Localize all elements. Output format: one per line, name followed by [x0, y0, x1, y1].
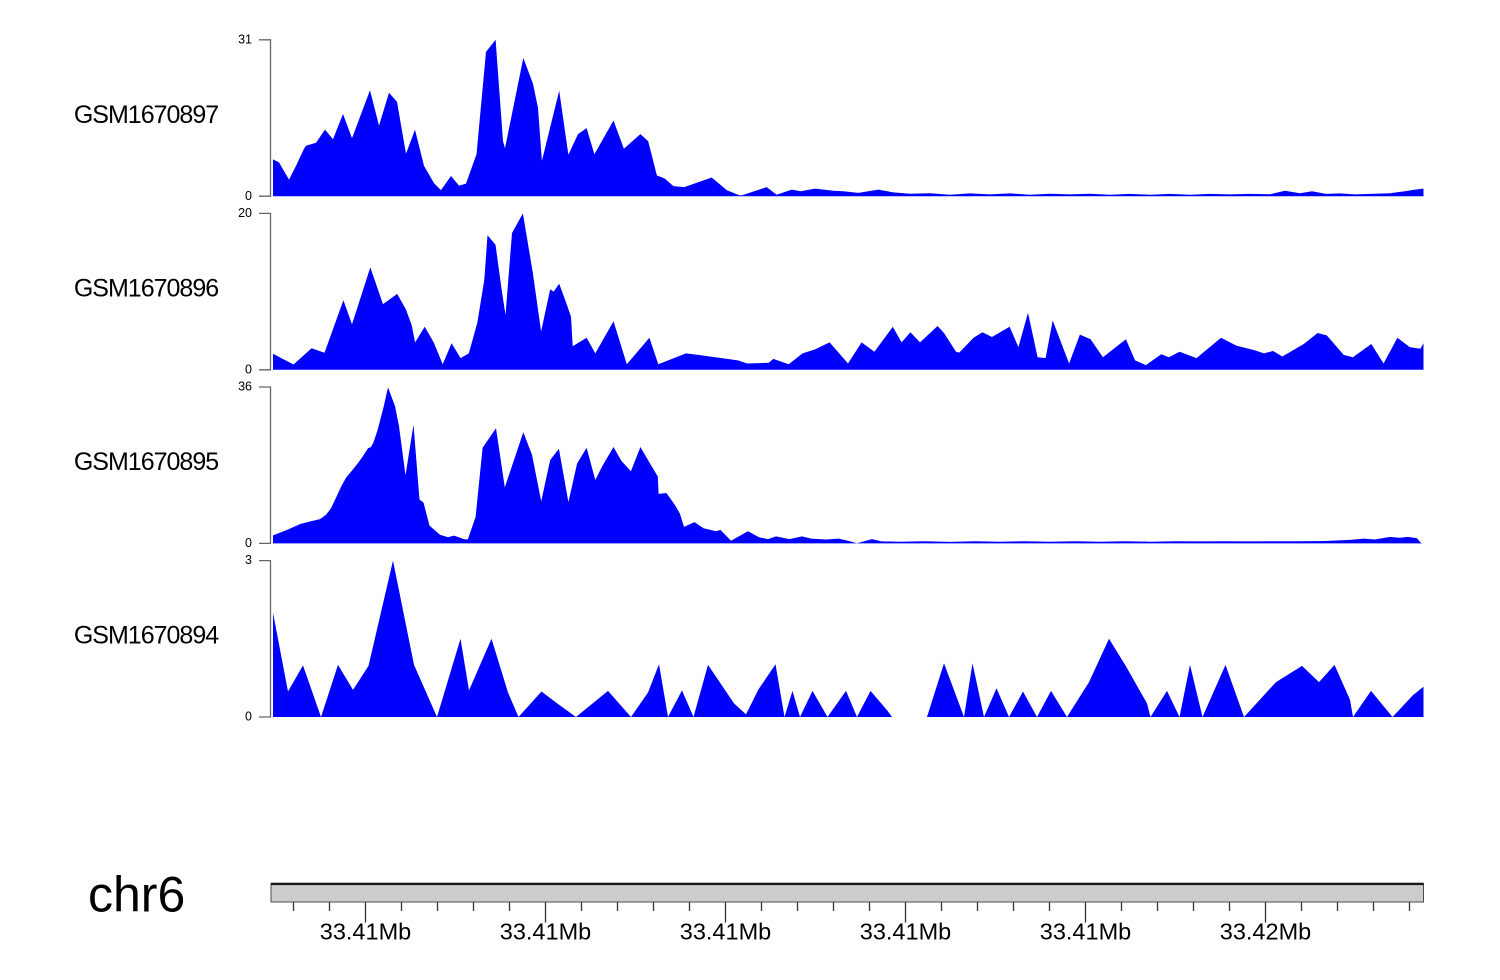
svg-text:0: 0	[245, 710, 252, 724]
svg-text:33.41Mb: 33.41Mb	[680, 919, 771, 945]
svg-text:33.41Mb: 33.41Mb	[500, 919, 591, 945]
svg-text:33.41Mb: 33.41Mb	[860, 919, 951, 945]
svg-text:33.42Mb: 33.42Mb	[1220, 919, 1311, 945]
svg-text:31: 31	[238, 32, 252, 46]
svg-text:20: 20	[238, 206, 252, 220]
svg-text:0: 0	[245, 189, 252, 203]
svg-text:36: 36	[238, 380, 252, 394]
svg-text:0: 0	[245, 362, 252, 376]
svg-text:GSM1670894: GSM1670894	[74, 622, 219, 650]
svg-text:GSM1670896: GSM1670896	[74, 274, 218, 302]
svg-text:0: 0	[245, 536, 252, 550]
svg-text:33.41Mb: 33.41Mb	[1040, 919, 1131, 945]
svg-text:3: 3	[245, 553, 252, 567]
svg-text:chr6: chr6	[88, 867, 185, 923]
svg-text:GSM1670897: GSM1670897	[74, 101, 218, 129]
svg-text:GSM1670895: GSM1670895	[74, 448, 218, 476]
svg-text:33.41Mb: 33.41Mb	[320, 919, 411, 945]
